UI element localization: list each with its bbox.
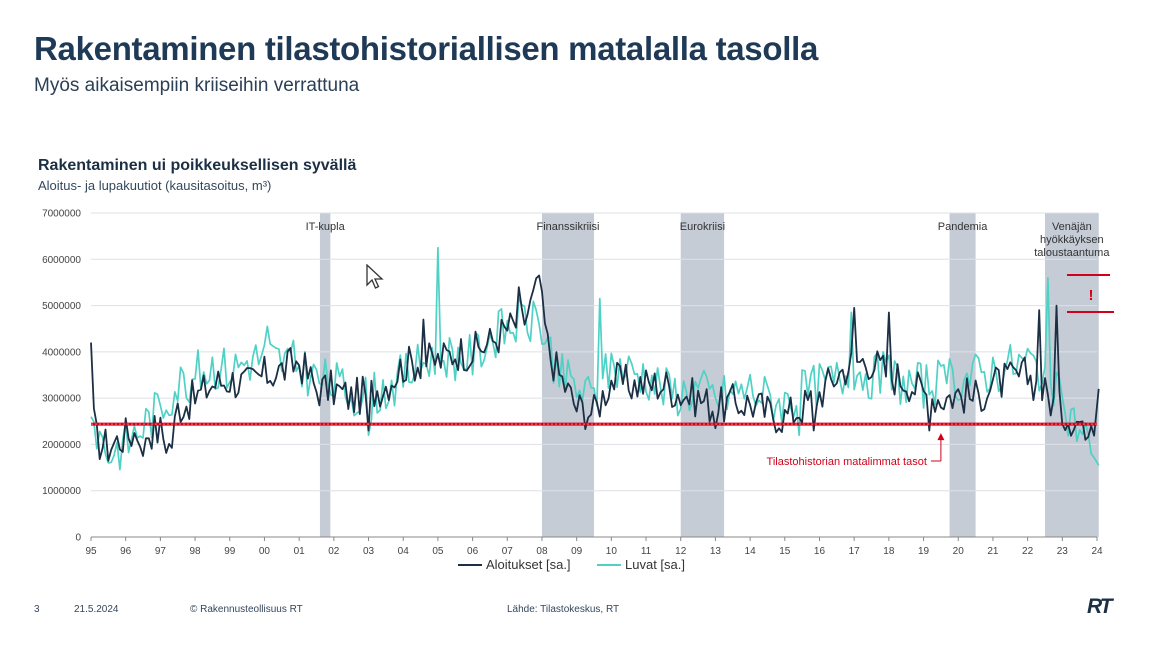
x-tick-label: 01 — [294, 546, 306, 557]
x-tick-label: 14 — [745, 546, 757, 557]
x-tick-label: 23 — [1057, 546, 1069, 557]
x-tick-label: 22 — [1022, 546, 1034, 557]
x-tick-label: 13 — [710, 546, 722, 557]
x-tick-label: 08 — [536, 546, 548, 557]
x-tick-label: 99 — [224, 546, 236, 557]
crisis-label: Venäjän — [1052, 221, 1092, 233]
crisis-label: hyökkäyksen — [1040, 234, 1104, 246]
series-line-luvat — [90, 246, 1100, 471]
crisis-label: Pandemia — [938, 221, 988, 233]
y-tick-label: 7000000 — [42, 209, 81, 220]
crisis-label: Eurokriisi — [680, 221, 725, 233]
reference-arrow-head — [937, 433, 945, 441]
x-tick-label: 20 — [953, 546, 965, 557]
x-tick-label: 24 — [1091, 546, 1103, 557]
y-tick-label: 3000000 — [42, 394, 81, 405]
x-tick-label: 96 — [120, 546, 132, 557]
x-tick-label: 11 — [641, 546, 652, 557]
x-tick-label: 00 — [259, 546, 271, 557]
x-tick-label: 05 — [432, 546, 444, 557]
chart-subtitle: Aloitus- ja lupakuutiot (kausitasoitus, … — [38, 178, 272, 193]
footer-date: 21.5.2024 — [74, 604, 119, 615]
y-tick-label: 6000000 — [42, 255, 81, 266]
y-tick-label: 1000000 — [42, 486, 81, 497]
x-tick-label: 06 — [467, 546, 479, 557]
x-tick-label: 98 — [190, 546, 202, 557]
y-tick-label: 5000000 — [42, 301, 81, 312]
x-tick-label: 02 — [328, 546, 340, 557]
y-tick-label: 4000000 — [42, 347, 81, 358]
page-number: 3 — [34, 604, 40, 615]
series-line-aloitukset — [90, 274, 1100, 462]
slide-title: Rakentaminen tilastohistoriallisen matal… — [34, 30, 819, 67]
x-tick-label: 04 — [398, 546, 410, 557]
x-tick-label: 97 — [155, 546, 167, 557]
crisis-band — [541, 213, 594, 537]
y-tick-label: 0 — [75, 533, 81, 544]
legend-label-aloitukset: Aloitukset [sa.] — [486, 557, 571, 572]
crisis-label: Finanssikriisi — [536, 221, 599, 233]
x-tick-label: 95 — [85, 546, 97, 557]
y-tick-label: 2000000 — [42, 440, 81, 451]
x-tick-label: 09 — [571, 546, 583, 557]
x-tick-label: 10 — [606, 546, 618, 557]
x-tick-label: 17 — [849, 546, 861, 557]
reference-label-background — [763, 455, 930, 469]
reference-label: Tilastohistorian matalimmat tasot — [767, 456, 927, 468]
alert-mark: ! — [1089, 287, 1094, 304]
crisis-band — [1044, 213, 1099, 537]
legend-label-luvat: Luvat [sa.] — [625, 557, 685, 572]
x-tick-label: 07 — [502, 546, 514, 557]
chart-title: Rakentaminen ui poikkeuksellisen syvällä — [38, 157, 357, 174]
x-tick-label: 15 — [779, 546, 791, 557]
footer-copyright: © Rakennusteollisuus RT — [190, 604, 303, 615]
x-tick-label: 12 — [675, 546, 687, 557]
x-tick-label: 18 — [883, 546, 895, 557]
slide-subtitle: Myös aikaisempiin kriiseihin verrattuna — [34, 75, 360, 96]
x-tick-label: 19 — [918, 546, 930, 557]
mouse-cursor-icon — [366, 264, 384, 289]
footer-source: Lähde: Tilastokeskus, RT — [507, 604, 620, 615]
x-tick-label: 21 — [987, 546, 999, 557]
x-tick-label: 16 — [814, 546, 826, 557]
x-tick-label: 03 — [363, 546, 375, 557]
crisis-label: taloustaantuma — [1034, 247, 1110, 259]
rt-logo: RT — [1087, 595, 1113, 618]
crisis-label: IT-kupla — [306, 221, 346, 233]
